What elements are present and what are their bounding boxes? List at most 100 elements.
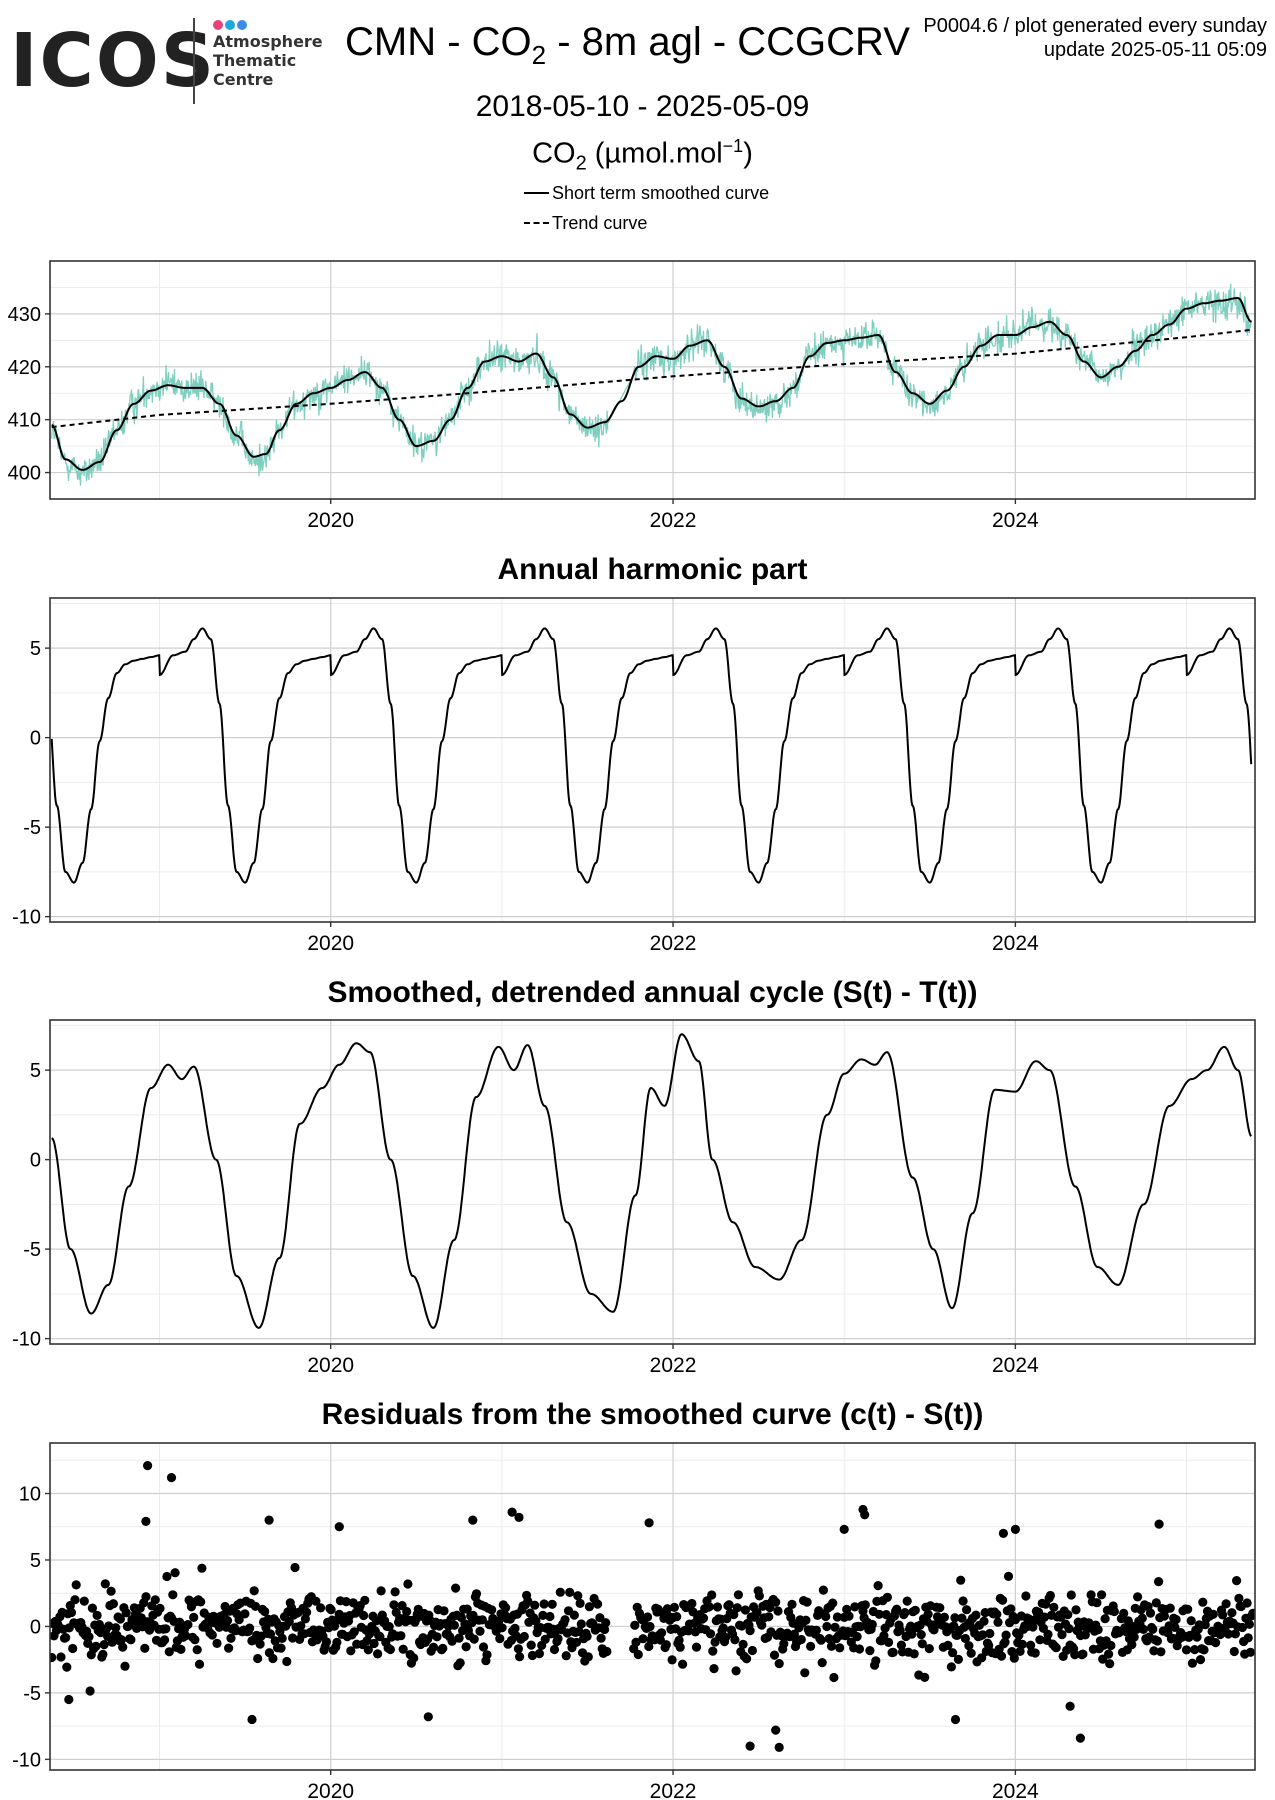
residual-point	[596, 1633, 606, 1643]
residual-point	[1129, 1632, 1139, 1642]
residual-point	[108, 1599, 118, 1609]
residual-point	[284, 1617, 294, 1627]
y-tick-label: 0	[30, 728, 41, 750]
residual-point	[718, 1623, 728, 1633]
residual-point	[828, 1598, 838, 1608]
logo-dot-cyan	[225, 20, 235, 30]
residual-point	[100, 1579, 110, 1589]
x-tick-label: 2022	[650, 1780, 697, 1800]
residual-point	[126, 1635, 136, 1645]
residual-point	[515, 1652, 525, 1662]
residual-point	[71, 1580, 81, 1590]
residual-point	[545, 1611, 555, 1622]
ylabel-sub: 2	[575, 152, 587, 175]
residual-point	[1105, 1659, 1115, 1669]
residual-point	[830, 1622, 840, 1632]
y-tick-label: -10	[12, 1749, 41, 1771]
residual-point	[582, 1631, 592, 1641]
residual-point	[1017, 1639, 1027, 1649]
residual-point	[1154, 1577, 1164, 1587]
residual-point	[721, 1632, 731, 1642]
residual-point	[270, 1636, 280, 1646]
residual-point	[1078, 1649, 1088, 1659]
residual-point	[527, 1650, 538, 1661]
residual-point	[672, 1612, 682, 1622]
residual-point	[176, 1644, 186, 1654]
residual-point	[754, 1591, 765, 1601]
residual-point	[691, 1642, 702, 1652]
residual-point	[268, 1653, 278, 1664]
y-tick-label: -10	[12, 1329, 41, 1351]
residual-point	[497, 1623, 507, 1633]
residual-point	[575, 1598, 585, 1608]
residual-point	[892, 1604, 902, 1614]
residual-point	[369, 1638, 379, 1649]
residual-point	[467, 1618, 477, 1628]
co2-chart: 400 410 420 430 2020 2022 2024	[8, 260, 1256, 532]
residual-point	[547, 1599, 557, 1609]
residual-point	[1049, 1602, 1059, 1612]
residual-point	[224, 1643, 234, 1653]
residual-point	[920, 1672, 930, 1682]
residual-point	[1234, 1593, 1244, 1603]
x-tick-label: 2020	[307, 932, 354, 955]
residual-point	[882, 1592, 893, 1602]
residual-point	[321, 1637, 331, 1647]
residual-point	[495, 1634, 505, 1644]
main-title: CMN - CO2 - 8m agl - CCGCRV	[345, 20, 910, 71]
residual-point	[1244, 1619, 1254, 1629]
residual-point	[192, 1645, 202, 1655]
residual-point	[667, 1655, 677, 1665]
residual-point	[787, 1599, 797, 1609]
residual-point	[240, 1609, 250, 1619]
residual-point	[800, 1668, 810, 1678]
residual-point	[555, 1587, 565, 1597]
residual-point	[916, 1630, 926, 1640]
residual-point	[1063, 1610, 1073, 1620]
residual-point	[469, 1634, 479, 1644]
residual-point	[698, 1613, 709, 1623]
residual-point	[1035, 1635, 1045, 1645]
residual-point	[85, 1686, 95, 1696]
residual-point	[212, 1638, 222, 1648]
residual-point	[917, 1639, 927, 1649]
residual-point	[740, 1605, 751, 1615]
residual-point	[99, 1640, 109, 1650]
residual-point	[326, 1605, 336, 1615]
residual-point	[1001, 1630, 1011, 1640]
residual-point	[832, 1612, 843, 1622]
residual-point	[104, 1621, 114, 1631]
y-tick-label: -5	[23, 817, 41, 839]
logo-dot-blue	[237, 20, 247, 30]
residual-point	[389, 1600, 399, 1610]
residual-point	[94, 1619, 104, 1630]
residual-point	[428, 1642, 439, 1652]
plot-area	[51, 1033, 1252, 1329]
residual-point	[253, 1653, 263, 1664]
plot-area	[51, 283, 1252, 486]
residual-point	[1149, 1646, 1159, 1656]
residual-point	[1186, 1616, 1196, 1626]
x-tick-label: 2020	[307, 509, 354, 532]
residual-point	[948, 1648, 958, 1658]
residual-point	[296, 1621, 306, 1631]
residual-point	[633, 1649, 643, 1660]
residual-point	[867, 1619, 877, 1630]
residual-point	[189, 1612, 199, 1622]
legend-solid-line	[524, 192, 549, 194]
residual-point	[896, 1640, 907, 1650]
residual-point	[141, 1516, 151, 1526]
residual-point	[1218, 1610, 1228, 1620]
y-tick-label: -5	[23, 1239, 41, 1261]
x-tick-label: 2020	[307, 1354, 354, 1377]
residual-point	[1208, 1609, 1218, 1619]
residual-point	[462, 1604, 472, 1614]
residual-point	[402, 1606, 412, 1617]
residual-point	[1006, 1604, 1016, 1614]
residual-point	[514, 1512, 524, 1522]
residual-point	[91, 1641, 101, 1651]
x-tick-label: 2024	[992, 932, 1039, 955]
residual-point	[1183, 1604, 1193, 1614]
residual-point	[811, 1625, 822, 1635]
residual-point	[534, 1649, 545, 1659]
